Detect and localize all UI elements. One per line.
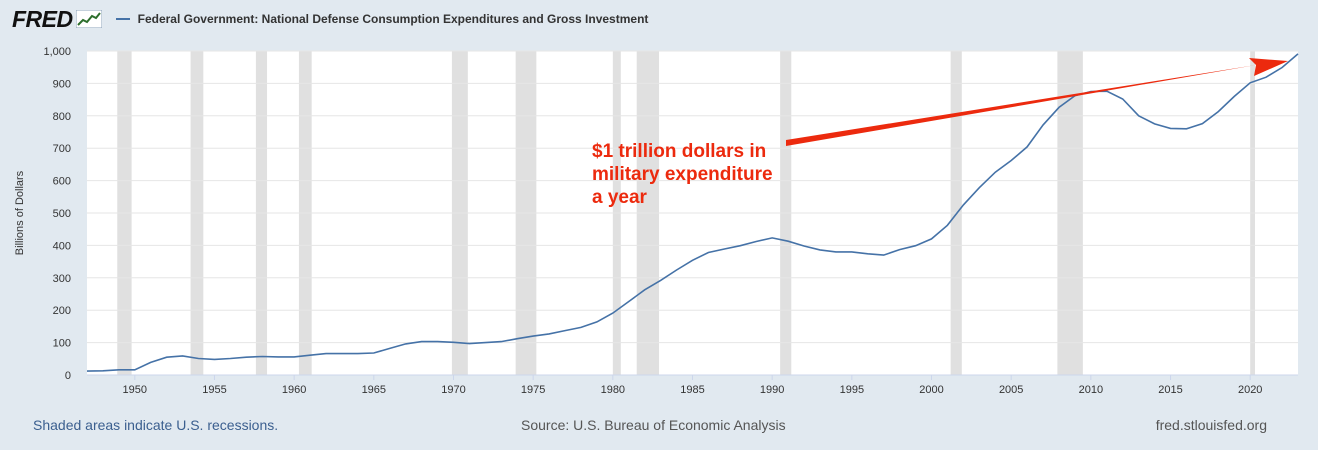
annotation-text: $1 trillion dollars in military expendit… [592, 140, 773, 209]
y-tick-label: 0 [65, 370, 71, 382]
recession-note[interactable]: Shaded areas indicate U.S. recessions. [33, 417, 279, 433]
annotation-line-1: $1 trillion dollars in [592, 141, 767, 162]
x-tick-label: 1995 [840, 384, 864, 396]
y-tick-label: 900 [53, 78, 71, 90]
annotation-line-2: military expenditure [592, 164, 773, 185]
source-note: Source: U.S. Bureau of Economic Analysis [521, 417, 786, 433]
y-tick-label: 700 [53, 143, 71, 155]
fred-graph-icon [75, 10, 102, 28]
y-tick-label: 600 [53, 176, 71, 188]
x-tick-label: 2005 [999, 384, 1023, 396]
series-title: Federal Government: National Defense Con… [137, 12, 649, 26]
annotation-arrow [786, 58, 1288, 146]
y-tick-label: 800 [53, 111, 71, 123]
x-tick-label: 1950 [123, 384, 147, 396]
x-tick-label: 1980 [601, 384, 625, 396]
chart-header: FRED Federal Government: National Defens… [12, 6, 648, 32]
annotation-line-3: a year [592, 187, 647, 208]
y-tick-label: 100 [53, 338, 71, 350]
x-tick-label: 2015 [1158, 384, 1182, 396]
x-tick-label: 1965 [362, 384, 386, 396]
y-tick-label: 200 [53, 305, 71, 317]
x-tick-label: 1990 [760, 384, 784, 396]
y-tick-label: 1,000 [43, 46, 71, 58]
x-tick-label: 1970 [441, 384, 465, 396]
line-chart: Billions of Dollars 0 100 200 300 400 500 600 7… [14, 46, 1299, 396]
x-tick-label: 1985 [680, 384, 704, 396]
x-tick-label: 1955 [202, 384, 226, 396]
x-tick-label: 1975 [521, 384, 545, 396]
x-tick-label: 2010 [1079, 384, 1103, 396]
y-tick-label: 400 [53, 240, 71, 252]
y-axis-label: Billions of Dollars [14, 170, 26, 255]
x-tick-label: 2020 [1238, 384, 1262, 396]
y-tick-label: 500 [53, 208, 71, 220]
fred-logo[interactable]: FRED [12, 5, 73, 32]
legend-line-swatch [115, 18, 130, 20]
y-tick-label: 300 [53, 273, 71, 285]
x-tick-label: 2000 [919, 384, 943, 396]
site-link[interactable]: fred.stlouisfed.org [1155, 417, 1267, 433]
x-tick-label: 1960 [282, 384, 306, 396]
